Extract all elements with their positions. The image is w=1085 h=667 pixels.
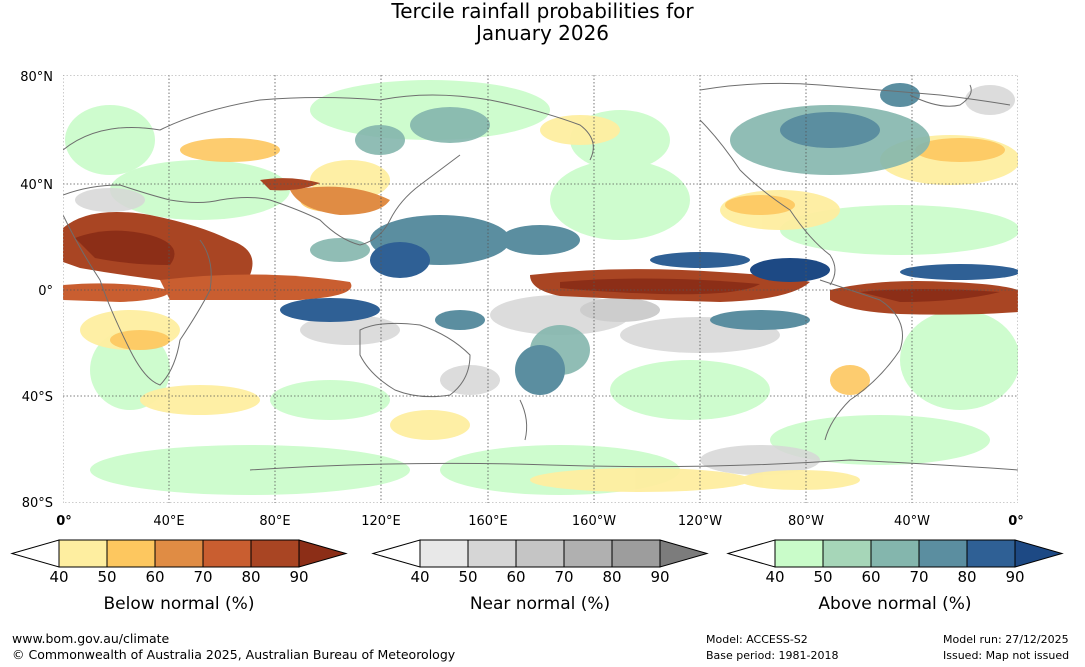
near-normal-colour-arrow-high bbox=[659, 539, 709, 568]
lat-label-80n: 80°N bbox=[20, 70, 53, 85]
above-normal-colour-arrow-low bbox=[726, 539, 776, 568]
above-normal-light-regions bbox=[65, 80, 1018, 495]
below-normal-tick-label: 40 bbox=[49, 568, 68, 586]
latitude-labels: 80°N 40°N 0° 40°S 80°S bbox=[20, 70, 53, 511]
above-normal-tick-label: 90 bbox=[1005, 568, 1024, 586]
lon-label-40e: 40°E bbox=[153, 514, 184, 529]
lon-label-160e: 160°E bbox=[468, 514, 508, 529]
lon-label-0-left: 0° bbox=[56, 514, 72, 529]
near-normal-tick-label: 60 bbox=[506, 568, 525, 586]
below-normal-legend-title: Below normal (%) bbox=[104, 594, 255, 614]
near-normal-colour-box bbox=[467, 539, 517, 568]
below-normal-colour-box bbox=[250, 539, 300, 568]
lon-label-40w: 40°W bbox=[894, 514, 930, 529]
above-normal-tick-label: 50 bbox=[813, 568, 832, 586]
near-normal-legend-title: Near normal (%) bbox=[470, 594, 610, 614]
graticule bbox=[63, 75, 1018, 503]
lon-label-80w: 80°W bbox=[788, 514, 824, 529]
lat-label-80s: 80°S bbox=[22, 496, 53, 511]
lon-label-120e: 120°E bbox=[361, 514, 401, 529]
below-normal-colour-box bbox=[154, 539, 204, 568]
below-normal-colour-box bbox=[202, 539, 252, 568]
lon-label-160w: 160°W bbox=[572, 514, 616, 529]
above-normal-tick-label: 60 bbox=[861, 568, 880, 586]
near-normal-tick-label: 90 bbox=[650, 568, 669, 586]
above-normal-colour-box bbox=[918, 539, 968, 568]
near-normal-colour-box bbox=[515, 539, 565, 568]
below-normal-colour-box bbox=[106, 539, 156, 568]
near-normal-colour-box bbox=[611, 539, 661, 568]
near-normal-colour-arrow-low bbox=[371, 539, 421, 568]
footer-issued: Issued: Map not issued bbox=[943, 649, 1070, 662]
lat-label-0: 0° bbox=[38, 284, 53, 299]
title-line-2: January 2026 bbox=[475, 21, 610, 45]
legend-near-normal: 40 50 60 70 80 90 Near normal (%) bbox=[371, 539, 709, 614]
lat-label-40s: 40°S bbox=[22, 390, 53, 405]
above-normal-tick-label: 70 bbox=[909, 568, 928, 586]
near-normal-colour-box bbox=[563, 539, 613, 568]
footer-url: www.bom.gov.au/climate bbox=[12, 631, 170, 646]
below-normal-tick-label: 90 bbox=[289, 568, 308, 586]
title-line-1: Tercile rainfall probabilities for bbox=[391, 0, 694, 23]
below-normal-tick-label: 80 bbox=[241, 568, 260, 586]
near-normal-regions bbox=[75, 85, 1015, 475]
above-normal-colour-arrow-high bbox=[1014, 539, 1064, 568]
below-normal-colour-arrow-high bbox=[298, 539, 348, 568]
near-normal-tick-label: 80 bbox=[602, 568, 621, 586]
above-normal-colour-box bbox=[822, 539, 872, 568]
below-normal-colour-box bbox=[58, 539, 108, 568]
below-normal-tick-label: 50 bbox=[97, 568, 116, 586]
legend-above-normal: 40 50 60 70 80 90 Above normal (%) bbox=[726, 539, 1064, 614]
below-normal-strong-regions bbox=[63, 178, 1018, 315]
above-normal-legend-title: Above normal (%) bbox=[818, 594, 971, 614]
footer-model-run: Model run: 27/12/2025 bbox=[943, 633, 1069, 646]
footer-model: Model: ACCESS-S2 bbox=[706, 633, 808, 646]
near-normal-colour-box bbox=[419, 539, 469, 568]
lon-label-80e: 80°E bbox=[259, 514, 290, 529]
lon-label-0-right: 0° bbox=[1008, 514, 1024, 529]
above-normal-colour-box bbox=[870, 539, 920, 568]
below-normal-colour-arrow-low bbox=[10, 539, 60, 568]
above-normal-colour-box bbox=[774, 539, 824, 568]
lat-label-40n: 40°N bbox=[20, 178, 53, 193]
above-normal-tick-label: 40 bbox=[765, 568, 784, 586]
lon-label-120w: 120°W bbox=[678, 514, 722, 529]
near-normal-tick-label: 70 bbox=[554, 568, 573, 586]
below-normal-tick-label: 60 bbox=[145, 568, 164, 586]
longitude-labels: 0° 40°E 80°E 120°E 160°E 160°W 120°W 80°… bbox=[56, 514, 1024, 529]
near-normal-tick-label: 40 bbox=[410, 568, 429, 586]
above-normal-strong-regions bbox=[280, 83, 1018, 395]
map-panel bbox=[63, 75, 1018, 503]
footer-copyright: © Commonwealth of Australia 2025, Austra… bbox=[12, 647, 456, 662]
above-normal-colour-box bbox=[966, 539, 1016, 568]
legend-below-normal: 40 50 60 70 80 90 Below normal (%) bbox=[10, 539, 348, 614]
above-normal-tick-label: 80 bbox=[957, 568, 976, 586]
footer-base-period: Base period: 1981-2018 bbox=[706, 649, 839, 662]
map-title: Tercile rainfall probabilities for Janua… bbox=[0, 0, 1085, 44]
below-normal-tick-label: 70 bbox=[193, 568, 212, 586]
coastlines bbox=[63, 82, 1018, 471]
near-normal-tick-label: 50 bbox=[458, 568, 477, 586]
